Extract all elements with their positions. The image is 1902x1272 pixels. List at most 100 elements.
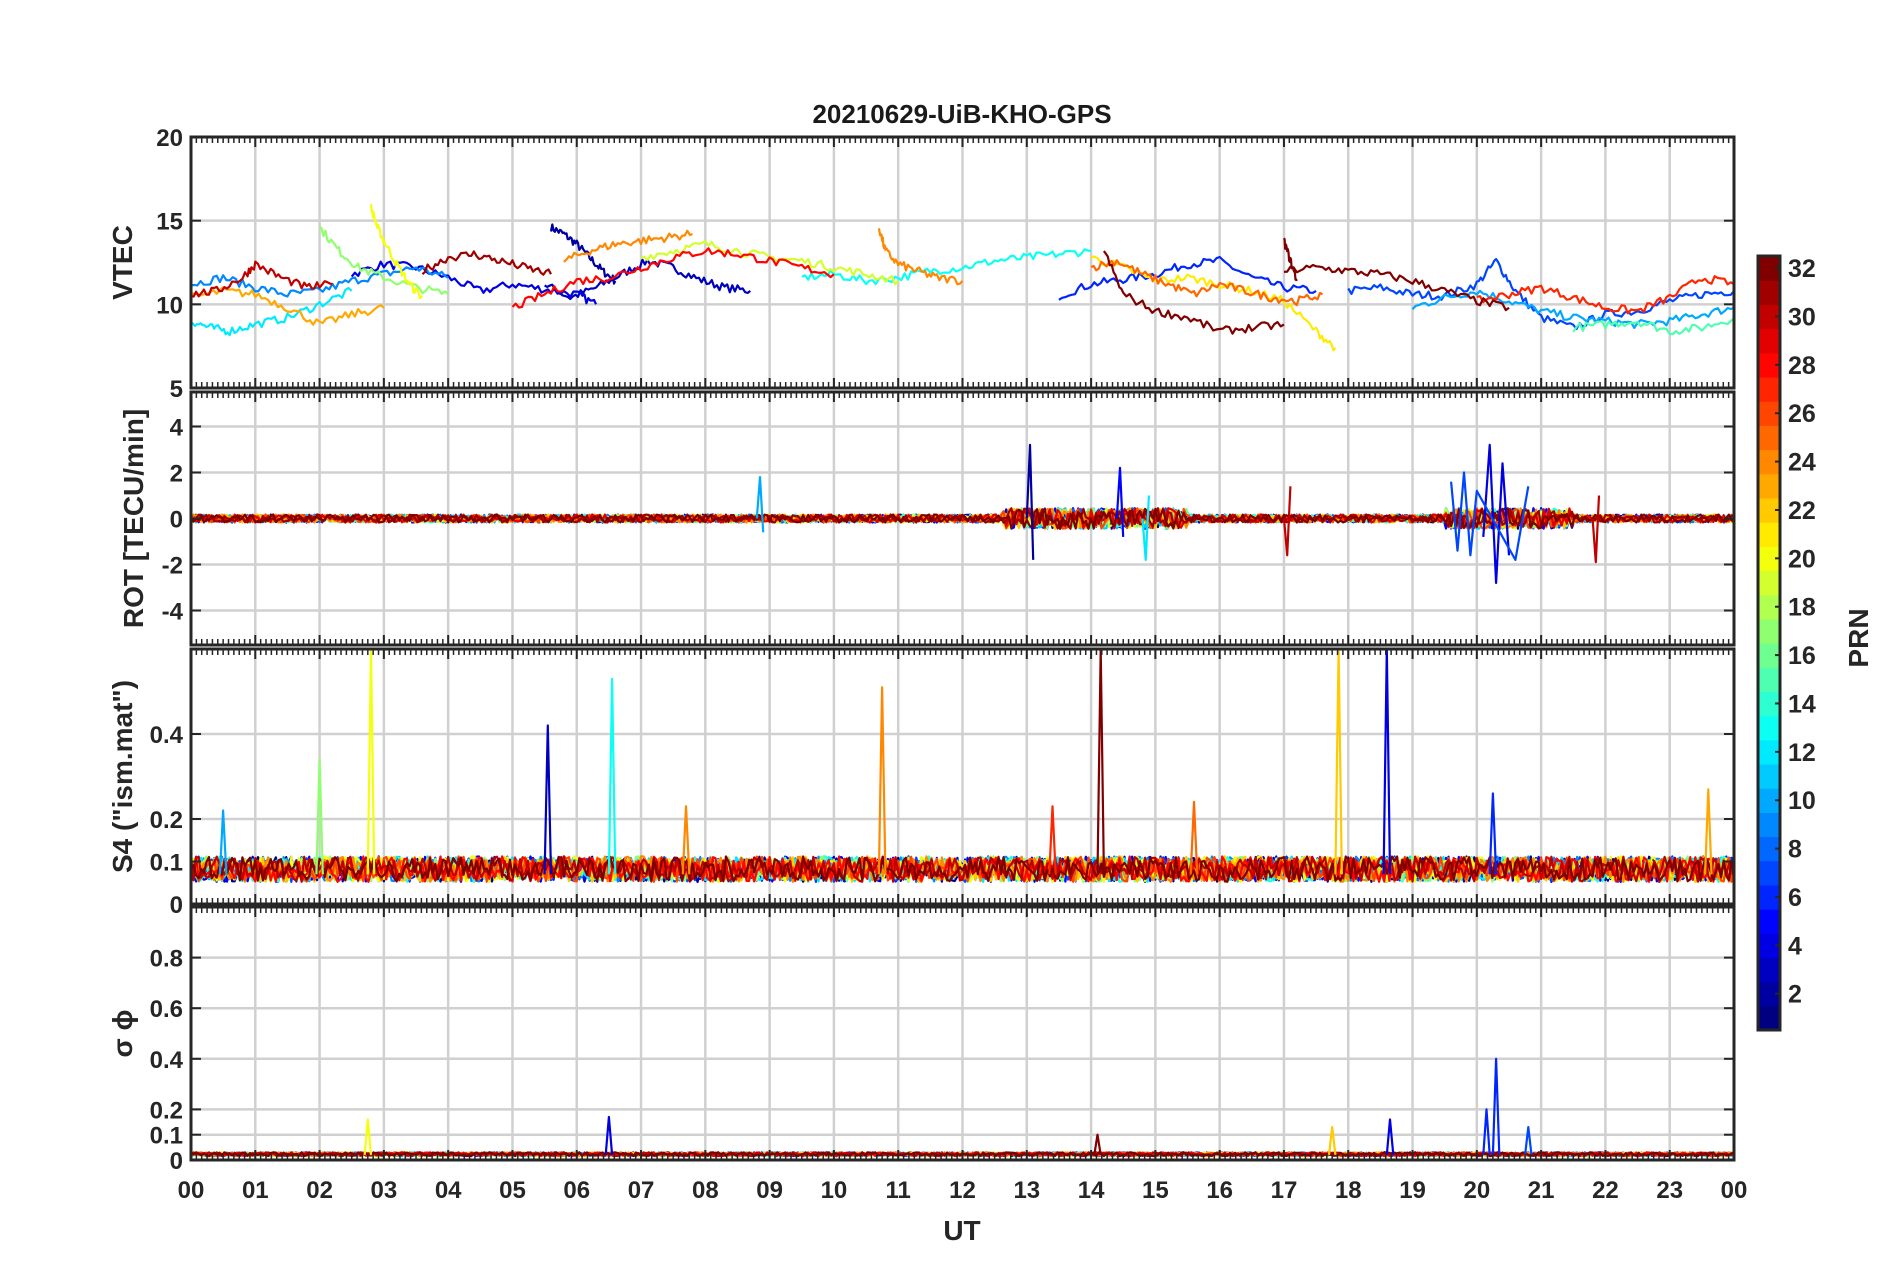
spike-prn-24 (877, 686, 887, 875)
y-tick-label: 2 (170, 461, 183, 488)
x-tick-label: 10 (821, 1177, 848, 1204)
series-prn-30 (191, 855, 1734, 883)
x-tick-label: 20 (1463, 1177, 1490, 1204)
colorbar-swatch (1758, 691, 1780, 717)
colorbar-swatch (1758, 933, 1780, 959)
spike-prn-4 (604, 1115, 614, 1155)
series-prn-4 (350, 260, 598, 305)
spike-prn-7 (1450, 471, 1530, 561)
colorbar-tick-label: 32 (1788, 255, 1816, 283)
spike-prn-30 (1591, 495, 1601, 564)
colorbar-tick-label: 16 (1788, 642, 1816, 670)
spike-prn-17 (315, 758, 324, 875)
spike-prn-4 (1382, 649, 1392, 875)
colorbar-swatch (1758, 763, 1780, 789)
colorbar-frame (1756, 254, 1782, 1032)
colorbar-swatch (1758, 1005, 1780, 1031)
x-tick-label: 07 (628, 1177, 655, 1204)
y-axis-label-sigma_phi: σ ϕ (107, 1010, 138, 1058)
colorbar-label: PRN (1843, 608, 1874, 667)
spike-prn-5 (1115, 466, 1125, 537)
colorbar-swatch (1758, 304, 1780, 330)
x-tick-label: 19 (1399, 1177, 1426, 1204)
x-tick-label: 03 (371, 1177, 398, 1204)
y-tick-label: 0.1 (150, 850, 183, 877)
x-tick-label: 00 (1721, 1177, 1748, 1204)
spike-prn-10 (755, 476, 765, 533)
y-tick-label: -2 (162, 553, 183, 580)
panel-s4: 0 0.1 0.2 0.4 S4 ("ism.mat") (107, 647, 1736, 919)
colorbar-swatch (1758, 401, 1780, 426)
series-prn-32 (1103, 250, 1285, 335)
series-prn-6 (1058, 255, 1317, 301)
plot-area-vtec (191, 203, 1734, 352)
spike-prn-23 (1704, 788, 1713, 875)
y-tick-label: 0.4 (150, 722, 184, 749)
y-tick-label: 0.2 (150, 807, 183, 834)
colorbar-swatch (1758, 788, 1780, 813)
y-tick-label: 0.1 (150, 1123, 183, 1150)
x-tick-label: 05 (499, 1177, 526, 1204)
y-tick-label: 0.2 (150, 1097, 183, 1124)
x-tick-label: 02 (306, 1177, 333, 1204)
y-tick-label: 4 (170, 415, 184, 442)
spike-prn-6 (1488, 792, 1498, 875)
spike-prn-4 (1482, 443, 1511, 584)
series-prn-23 (191, 286, 385, 326)
spike-prn-7 (1524, 1126, 1533, 1156)
x-tick-label: 12 (949, 1177, 976, 1204)
x-tick-label: 13 (1013, 1177, 1040, 1204)
colorbar-swatch (1758, 981, 1780, 1007)
colorbar-tick-label: 22 (1788, 497, 1816, 525)
y-tick-label: 0 (170, 892, 183, 919)
series-prn-12 (191, 287, 353, 337)
spike-prn-22 (1327, 1126, 1337, 1156)
colorbar-tick-label: 30 (1788, 303, 1816, 331)
colorbar-swatch (1758, 376, 1780, 402)
x-tick-label: 00 (178, 1177, 205, 1204)
series-prn-32 (191, 507, 1734, 530)
x-tick-label: 04 (435, 1177, 462, 1204)
x-tick-label: 16 (1206, 1177, 1233, 1204)
x-tick-label: 11 (886, 1177, 911, 1204)
y-tick-label: 0 (170, 507, 183, 534)
spike-prn-12 (1141, 495, 1150, 561)
series-prn-25 (1090, 259, 1324, 307)
series-prn-13 (801, 248, 1092, 286)
spike-prn-6 (1491, 1057, 1501, 1155)
x-tick-label: 23 (1656, 1177, 1683, 1204)
series-prn-31 (421, 250, 552, 276)
colorbar-tick-label: 20 (1788, 545, 1816, 573)
series-prn-20 (369, 203, 424, 300)
colorbar-swatch (1758, 860, 1780, 886)
y-tick-label: 0.4 (150, 1047, 184, 1074)
x-axis-label: UT (943, 1215, 980, 1246)
y-tick-label: 0.8 (150, 946, 183, 973)
spike-prn-22 (1334, 649, 1343, 875)
y-tick-label: 10 (156, 292, 183, 319)
series-prn-24 (877, 228, 964, 286)
spike-prn-3 (543, 724, 553, 875)
colorbar-tick-label: 18 (1788, 594, 1816, 622)
y-tick-label: 5 (170, 376, 183, 403)
colorbar-swatch (1758, 425, 1780, 451)
panel-rot: -4 -2 0 2 4 ROT [TECU/min] (118, 390, 1736, 647)
spike-prn-30 (1282, 486, 1292, 557)
colorbar-swatch (1758, 909, 1780, 934)
colorbar-tick-label: 12 (1788, 739, 1816, 767)
colorbar-tick-label: 2 (1788, 981, 1802, 1009)
y-axis-label-vtec: VTEC (107, 225, 138, 300)
colorbar-swatch (1758, 957, 1780, 983)
spike-prn-25 (1189, 800, 1199, 875)
colorbar-swatch (1758, 449, 1780, 475)
colorbar-swatch (1758, 667, 1780, 692)
x-tick-label: 01 (242, 1177, 269, 1204)
series-prn-32 (1283, 263, 1510, 312)
series-prn-2 (549, 223, 617, 285)
x-tick-label: 09 (756, 1177, 783, 1204)
y-tick-label: 15 (156, 209, 183, 236)
spike-prn-27 (1048, 805, 1057, 875)
colorbar-swatch (1758, 884, 1780, 910)
x-tick-label: 18 (1335, 1177, 1362, 1204)
